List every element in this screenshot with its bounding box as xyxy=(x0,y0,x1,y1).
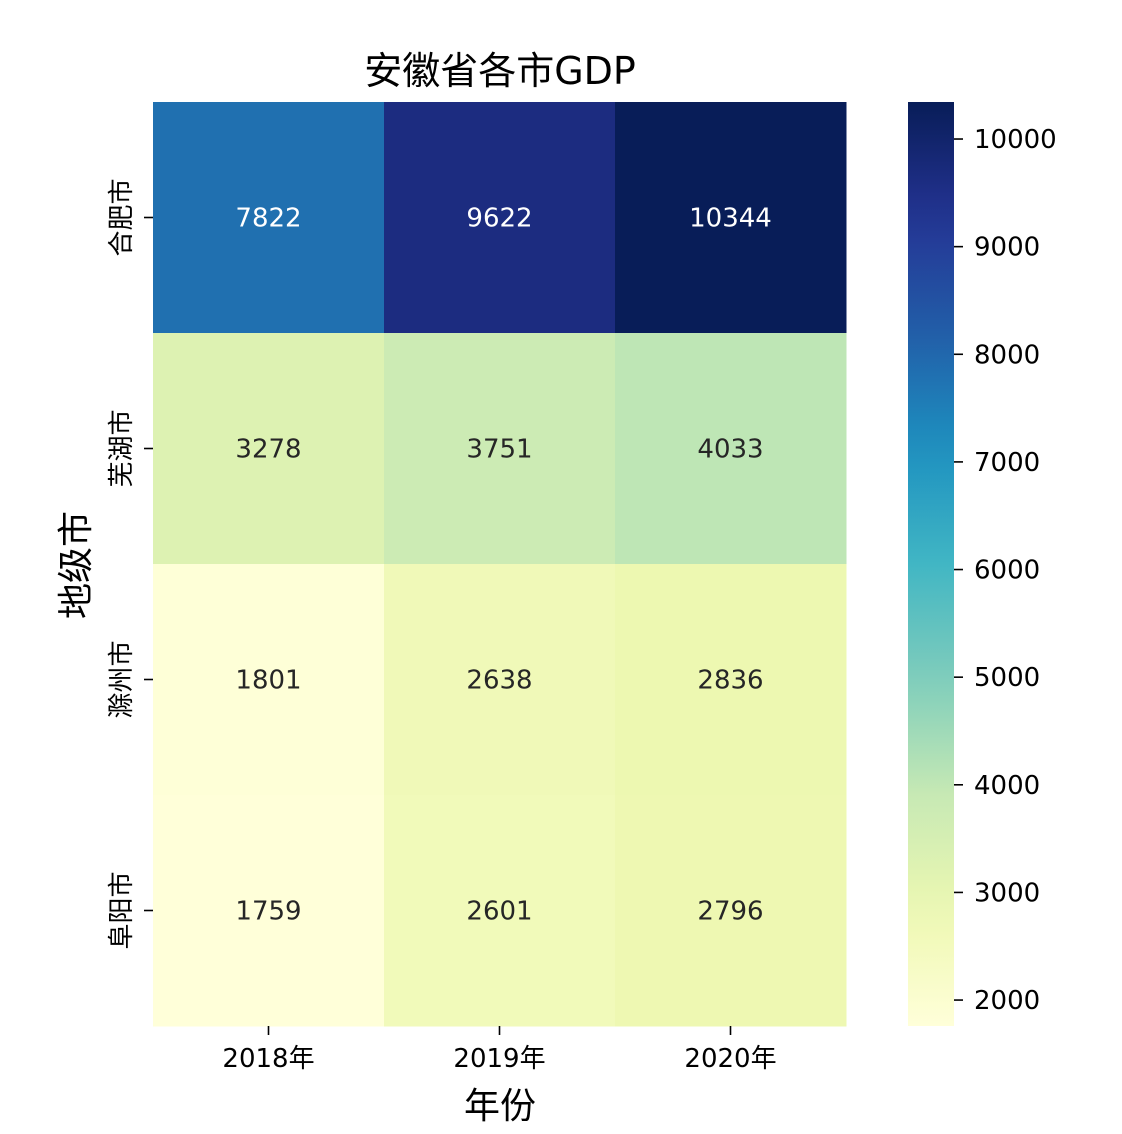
x-tick-label: 2020年 xyxy=(684,1044,776,1074)
y-tick-label: 滁州市 xyxy=(107,640,137,718)
y-axis-label: 地级市 xyxy=(56,511,97,619)
colorbar-tick-label: 6000 xyxy=(974,556,1040,586)
heatmap-cells: 7822 9622 10344 3278 3751 4033 1801 2638 2836 175… xyxy=(153,102,847,1027)
x-axis-ticks: 2018年 2019年 2020年 xyxy=(222,1026,776,1074)
cell-value-label: 2638 xyxy=(466,666,532,696)
colorbar-tick-label: 8000 xyxy=(974,340,1040,370)
y-tick-label: 合肥市 xyxy=(107,178,137,256)
y-tick-label: 阜阳市 xyxy=(107,871,137,949)
cell-value-label: 10344 xyxy=(689,204,772,234)
x-tick-label: 2019年 xyxy=(453,1044,545,1074)
cell-value-label: 3278 xyxy=(235,435,301,465)
chart-title: 安徽省各市GDP xyxy=(364,49,636,93)
colorbar-tick-label: 5000 xyxy=(974,663,1040,693)
colorbar-tick-label: 7000 xyxy=(974,448,1040,478)
cell-value-label: 3751 xyxy=(466,435,532,465)
x-tick-label: 2018年 xyxy=(222,1044,314,1074)
cell-value-label: 2796 xyxy=(697,897,763,927)
colorbar-tick-label: 10000 xyxy=(974,125,1057,155)
cell-value-label: 2836 xyxy=(697,666,763,696)
colorbar-tick-label: 9000 xyxy=(974,233,1040,263)
colorbar-tick-label: 4000 xyxy=(974,771,1040,801)
cell-value-label: 9622 xyxy=(466,204,532,234)
colorbar-ticks: 2000 3000 4000 5000 6000 7000 8000 9000 10000 xyxy=(954,125,1057,1016)
colorbar xyxy=(908,102,954,1026)
cell-value-label: 1759 xyxy=(235,897,301,927)
cell-value-label: 4033 xyxy=(697,435,763,465)
cell-value-label: 2601 xyxy=(466,897,532,927)
y-tick-label: 芜湖市 xyxy=(107,409,137,487)
cell-value-label: 1801 xyxy=(235,666,301,696)
x-axis-label: 年份 xyxy=(464,1086,536,1127)
cell-value-label: 7822 xyxy=(235,204,301,234)
colorbar-tick-label: 2000 xyxy=(974,986,1040,1016)
colorbar-tick-label: 3000 xyxy=(974,878,1040,908)
